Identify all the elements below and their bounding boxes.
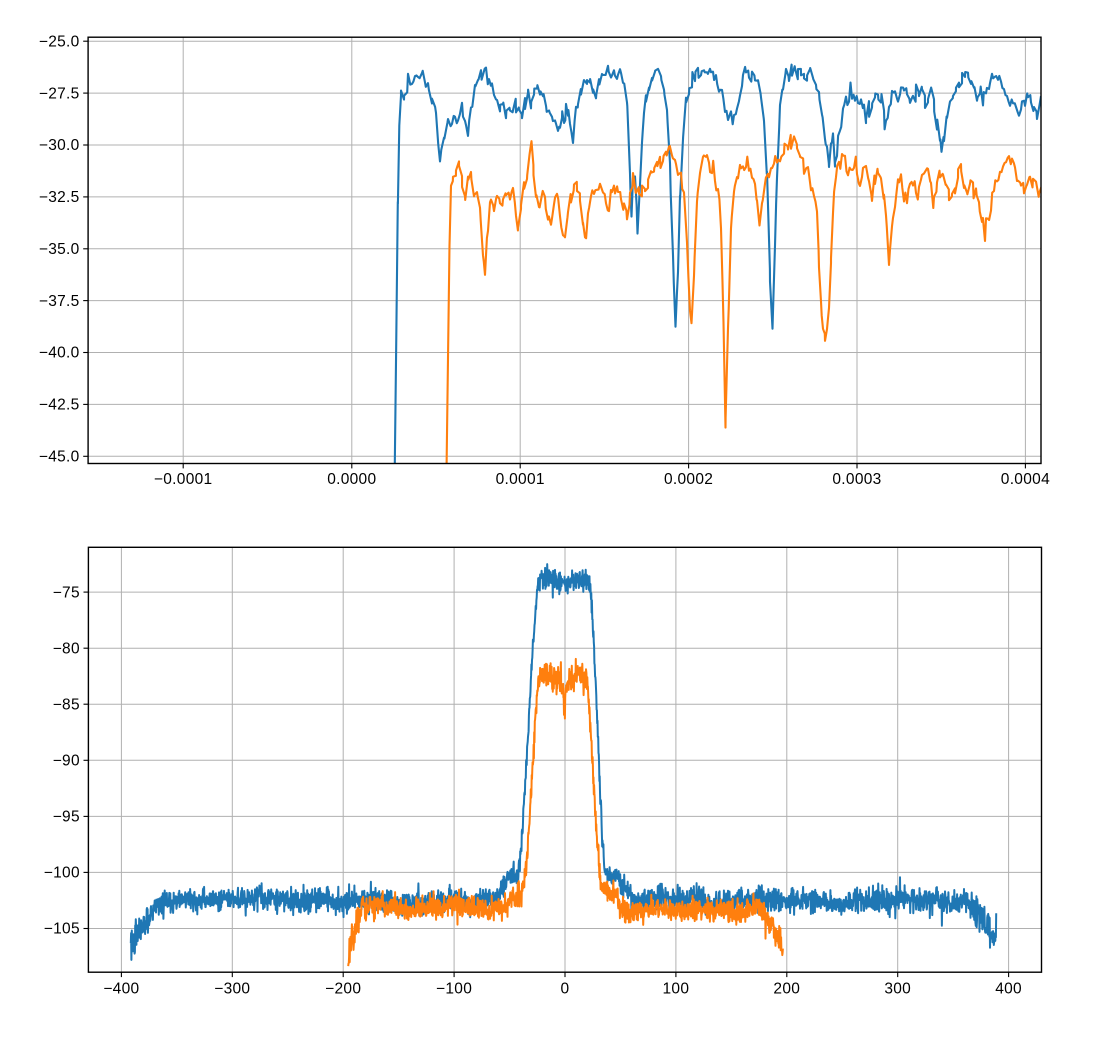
- svg-text:200: 200: [773, 981, 800, 998]
- svg-text:−27.5: −27.5: [39, 85, 80, 102]
- svg-text:−80: −80: [53, 640, 80, 657]
- svg-text:−95: −95: [53, 809, 80, 826]
- svg-text:−42.5: −42.5: [39, 397, 80, 414]
- svg-text:−75: −75: [53, 584, 80, 601]
- svg-text:0.0000: 0.0000: [327, 471, 376, 488]
- svg-text:0: 0: [561, 981, 570, 998]
- svg-text:−45.0: −45.0: [39, 449, 80, 466]
- svg-text:−30.0: −30.0: [39, 137, 80, 154]
- svg-text:100: 100: [663, 981, 690, 998]
- svg-text:300: 300: [884, 981, 911, 998]
- svg-text:−32.5: −32.5: [39, 189, 80, 206]
- svg-text:0.0002: 0.0002: [664, 471, 713, 488]
- svg-text:−35.0: −35.0: [39, 241, 80, 258]
- svg-text:−37.5: −37.5: [39, 293, 80, 310]
- svg-text:−300: −300: [214, 981, 250, 998]
- svg-text:−105: −105: [44, 921, 80, 938]
- svg-text:−100: −100: [436, 981, 472, 998]
- svg-text:−100: −100: [44, 865, 80, 882]
- svg-text:−40.0: −40.0: [39, 345, 80, 362]
- svg-text:−90: −90: [53, 753, 80, 770]
- svg-text:−85: −85: [53, 696, 80, 713]
- svg-text:0.0003: 0.0003: [832, 471, 881, 488]
- svg-text:−25.0: −25.0: [39, 33, 80, 50]
- svg-text:0.0001: 0.0001: [496, 471, 545, 488]
- svg-text:400: 400: [995, 981, 1022, 998]
- svg-text:−0.0001: −0.0001: [154, 471, 213, 488]
- svg-text:0.0004: 0.0004: [1001, 471, 1050, 488]
- svg-text:−400: −400: [103, 981, 139, 998]
- svg-text:−200: −200: [325, 981, 361, 998]
